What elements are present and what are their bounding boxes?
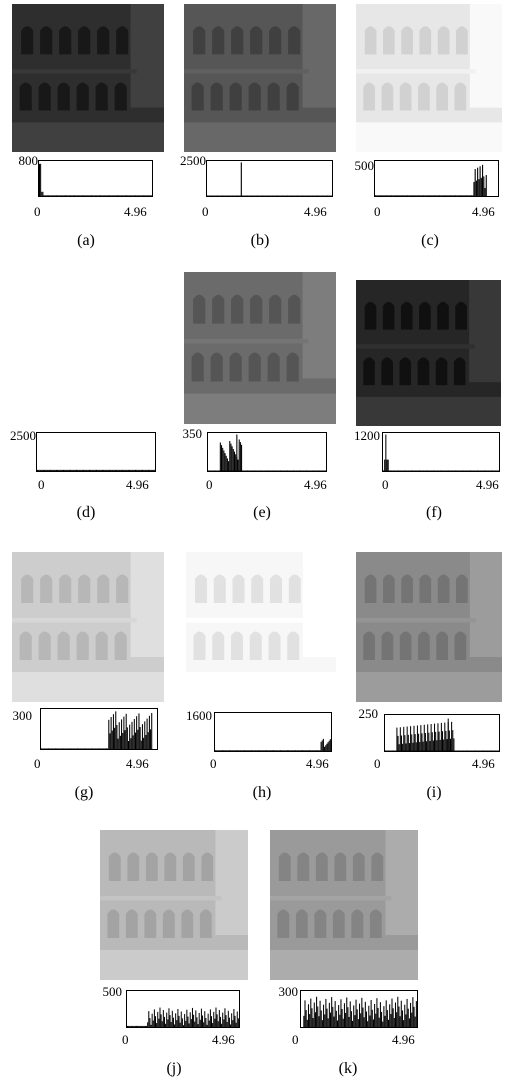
ymax-label-e: 350 (182, 426, 203, 441)
xmin-label-j: 0 (122, 1032, 129, 1047)
image-c (356, 4, 502, 152)
histogram-bars-j (127, 1007, 239, 1027)
colosseum-photo-g (12, 552, 164, 702)
caption-g: (g) (74, 784, 94, 801)
xmax-label-i: 4.96 (472, 756, 495, 771)
xmax-label-g: 4.96 (126, 756, 149, 771)
histogram-a (38, 160, 153, 197)
xmax-label-a: 4.96 (124, 204, 147, 219)
caption-j: (j) (166, 1060, 182, 1077)
caption-h: (h) (252, 784, 272, 801)
xmin-label-e: 0 (206, 477, 213, 492)
xmax-label-j: 4.96 (212, 1032, 235, 1047)
histogram-bars-k (303, 996, 417, 1027)
colosseum-photo-h (186, 552, 336, 702)
colosseum-photo-d (12, 272, 164, 420)
histogram-d (36, 432, 156, 472)
xmax-label-d: 4.96 (126, 477, 149, 492)
colosseum-photo-k (270, 830, 418, 980)
ymax-label-j: 500 (102, 984, 123, 999)
xmin-label-i: 0 (374, 756, 381, 771)
xmax-label-e: 4.96 (304, 477, 327, 492)
histogram-j (126, 990, 240, 1028)
colosseum-photo-a (12, 4, 164, 152)
histogram-k (300, 990, 418, 1028)
colosseum-photo-j (100, 830, 248, 980)
histogram-bars-c (375, 164, 487, 196)
histogram-b (206, 160, 333, 197)
xmin-label-f: 0 (382, 477, 389, 492)
histogram-bars-g (41, 711, 153, 749)
image-b (184, 4, 336, 152)
histogram-bars-b (207, 162, 332, 196)
colosseum-photo-i (356, 552, 502, 702)
colosseum-photo-f (356, 280, 501, 426)
histogram-h (214, 712, 332, 752)
histogram-bars-i (385, 718, 499, 751)
image-j (100, 830, 248, 980)
histogram-f (382, 432, 500, 472)
colosseum-photo-b (184, 4, 336, 152)
histogram-bars-d (37, 469, 155, 471)
xmax-label-h: 4.96 (306, 756, 329, 771)
histogram-bars-h (215, 738, 331, 751)
histogram-g (40, 708, 158, 750)
xmin-label-b: 0 (202, 204, 209, 219)
image-e (184, 272, 336, 424)
histogram-bars-f (383, 434, 499, 471)
histogram-bars-e (208, 434, 326, 471)
colosseum-photo-e (184, 272, 336, 424)
image-f (356, 280, 501, 426)
colosseum-photo-c (356, 4, 502, 152)
image-h (186, 552, 336, 702)
caption-c: (c) (421, 232, 439, 249)
xmin-label-h: 0 (210, 756, 217, 771)
xmax-label-b: 4.96 (304, 204, 327, 219)
xmin-label-d: 0 (38, 477, 45, 492)
caption-i: (i) (426, 784, 442, 801)
ymax-label-i: 250 (358, 706, 379, 721)
ymax-label-c: 500 (354, 158, 375, 173)
caption-a: (a) (77, 232, 95, 249)
image-a (12, 4, 164, 152)
caption-f: (f) (426, 504, 442, 521)
ymax-label-k: 300 (278, 984, 299, 999)
image-g (12, 552, 164, 702)
ymax-label-f: 1200 (354, 428, 380, 443)
caption-d: (d) (76, 504, 96, 521)
xmax-label-c: 4.96 (472, 204, 495, 219)
image-d (12, 272, 164, 420)
histogram-c (374, 160, 499, 197)
image-i (356, 552, 502, 702)
xmax-label-f: 4.96 (476, 477, 499, 492)
ymax-label-a: 800 (18, 153, 39, 168)
caption-b: (b) (250, 232, 270, 249)
image-k (270, 830, 418, 980)
histogram-e (207, 432, 327, 472)
caption-k: (k) (338, 1060, 358, 1077)
histogram-bars-a (39, 163, 152, 196)
xmin-label-a: 0 (34, 204, 41, 219)
ymax-label-h: 1600 (186, 708, 212, 723)
xmax-label-k: 4.96 (392, 1032, 415, 1047)
caption-e: (e) (253, 504, 271, 521)
xmin-label-g: 0 (34, 756, 41, 771)
xmin-label-k: 0 (292, 1032, 299, 1047)
ymax-label-b: 2500 (180, 153, 206, 168)
ymax-label-d: 2500 (10, 428, 36, 443)
ymax-label-g: 300 (12, 708, 33, 723)
xmin-label-c: 0 (374, 204, 381, 219)
histogram-i (384, 714, 500, 752)
